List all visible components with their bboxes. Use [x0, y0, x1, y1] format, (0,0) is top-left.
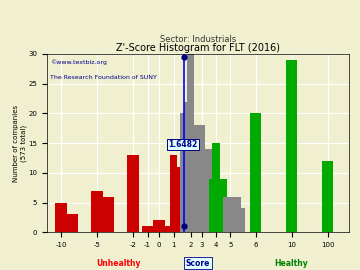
Text: Unhealthy: Unhealthy: [96, 259, 141, 268]
Bar: [67, 214, 78, 232]
Bar: [205, 149, 212, 232]
Text: Score: Score: [186, 259, 210, 268]
Bar: [176, 167, 184, 232]
Bar: [91, 191, 103, 232]
Bar: [286, 60, 297, 232]
Text: ©www.textbiz.org: ©www.textbiz.org: [50, 59, 107, 65]
Bar: [250, 113, 261, 232]
Bar: [212, 143, 220, 232]
Bar: [227, 197, 234, 232]
Bar: [198, 125, 205, 232]
Bar: [142, 226, 153, 232]
Bar: [162, 226, 174, 232]
Bar: [202, 149, 209, 232]
Bar: [184, 102, 191, 232]
Bar: [234, 197, 241, 232]
Bar: [153, 220, 165, 232]
Bar: [322, 161, 333, 232]
Bar: [127, 155, 139, 232]
Bar: [216, 179, 223, 232]
Bar: [180, 113, 187, 232]
Title: Z'-Score Histogram for FLT (2016): Z'-Score Histogram for FLT (2016): [116, 43, 280, 53]
Bar: [55, 202, 67, 232]
Text: Healthy: Healthy: [275, 259, 309, 268]
Bar: [220, 179, 227, 232]
Text: The Research Foundation of SUNY: The Research Foundation of SUNY: [50, 75, 157, 80]
Bar: [209, 179, 216, 232]
Bar: [187, 54, 194, 232]
Y-axis label: Number of companies
(573 total): Number of companies (573 total): [13, 104, 27, 182]
Bar: [191, 125, 198, 232]
Bar: [223, 197, 230, 232]
Bar: [238, 208, 245, 232]
Text: Sector: Industrials: Sector: Industrials: [160, 35, 236, 44]
Bar: [230, 197, 238, 232]
Bar: [170, 155, 177, 232]
Text: 1.6482: 1.6482: [168, 140, 198, 149]
Bar: [103, 197, 114, 232]
Bar: [194, 149, 202, 232]
